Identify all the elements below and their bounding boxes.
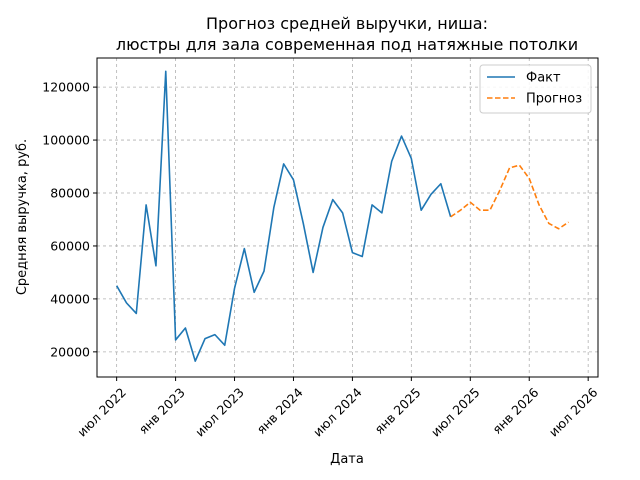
x-tick-label: июл 2022 [74, 385, 129, 440]
plot-frame [96, 57, 599, 378]
x-tick-label: янв 2025 [371, 385, 423, 437]
legend-label: Факт [526, 71, 561, 86]
x-tick-label: янв 2023 [136, 385, 188, 437]
series-line-fact [115, 70, 452, 362]
y-tick-label: 120000 [42, 80, 90, 95]
chart-title-line1: Прогноз средней выручки, ниша: [206, 14, 488, 33]
x-tick-label: июл 2025 [428, 385, 483, 440]
x-tick-label: июл 2023 [192, 385, 247, 440]
y-tick-label: 60000 [50, 238, 90, 253]
y-axis-label: Средняя выручка, руб. [15, 139, 30, 295]
y-axis-ticks: 20000 40000 60000 80000 100000 120000 [42, 80, 97, 359]
x-tick-label: янв 2026 [489, 385, 541, 437]
y-tick-label: 80000 [50, 186, 90, 201]
x-axis-ticks: июл 2022 янв 2023 июл 2023 янв 2024 июл 2024… [74, 377, 601, 440]
series-lines [115, 70, 569, 362]
series-line-forecast [450, 164, 569, 230]
x-tick-label: янв 2024 [254, 385, 306, 437]
y-tick-label: 20000 [50, 344, 90, 359]
legend-label: Прогноз [526, 92, 582, 107]
chart-title-line2: люстры для зала современная под натяжные… [116, 35, 578, 54]
y-tick-label: 100000 [42, 133, 90, 148]
x-tick-label: июл 2024 [310, 385, 365, 440]
legend: Факт Прогноз [479, 64, 592, 114]
x-tick-label: июл 2026 [546, 385, 601, 440]
x-axis-label: Дата [330, 452, 364, 467]
y-tick-label: 40000 [50, 291, 90, 306]
